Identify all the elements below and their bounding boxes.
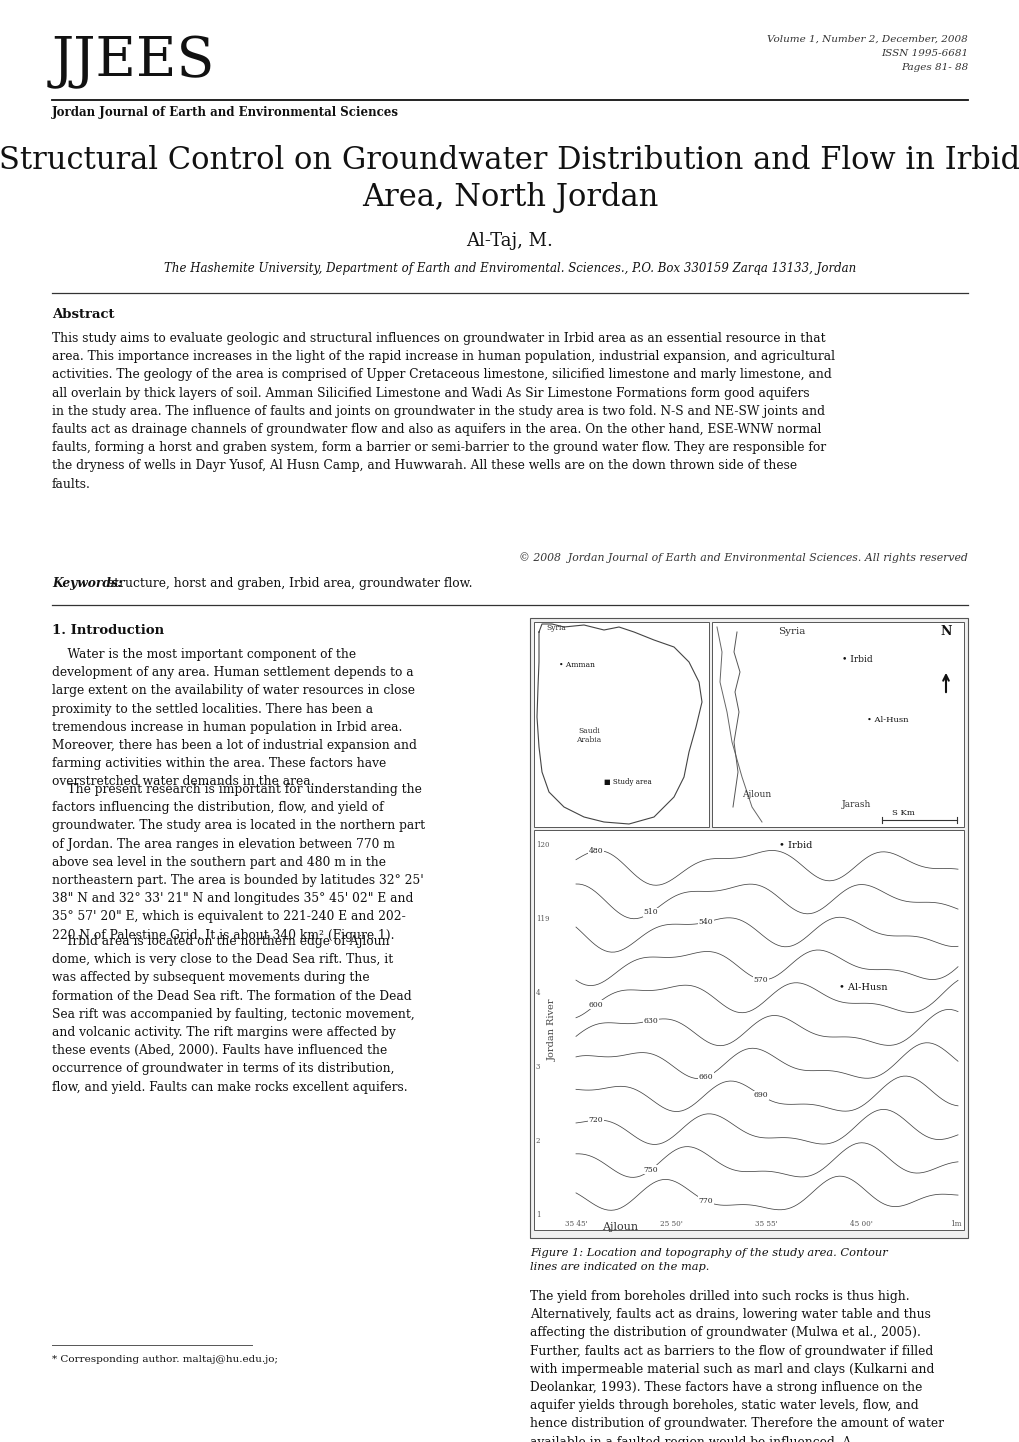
Text: • Al-Husn: • Al-Husn (839, 983, 887, 992)
Bar (534, 831, 963, 1230)
Text: 660: 660 (698, 1073, 712, 1082)
Text: structure, horst and graben, Irbid area, groundwater flow.: structure, horst and graben, Irbid area,… (104, 577, 472, 590)
Text: 45 00': 45 00' (849, 1220, 871, 1229)
Text: 25 50': 25 50' (659, 1220, 682, 1229)
Text: • Amman: • Amman (558, 660, 594, 669)
Text: ■ Study area: ■ Study area (603, 779, 651, 786)
Text: 770: 770 (698, 1197, 712, 1206)
Text: Figure 1: Location and topography of the study area. Contour
lines are indicated: Figure 1: Location and topography of the… (530, 1247, 887, 1272)
Text: 35 45': 35 45' (565, 1220, 587, 1229)
Text: The Hashemite University, Department of Earth and Enviromental. Sciences., P.O. : The Hashemite University, Department of … (164, 262, 855, 275)
Text: JJEES: JJEES (52, 35, 215, 89)
Text: 1. Introduction: 1. Introduction (52, 624, 164, 637)
Text: * Corresponding author. maltaj@hu.edu.jo;: * Corresponding author. maltaj@hu.edu.jo… (52, 1355, 278, 1364)
Text: N: N (940, 624, 951, 637)
Text: The present research is important for understanding the
factors influencing the : The present research is important for un… (52, 783, 425, 942)
Text: Al-Taj, M.: Al-Taj, M. (466, 232, 553, 249)
Text: • Irbid: • Irbid (841, 655, 872, 663)
Bar (530, 619, 967, 1239)
Text: This study aims to evaluate geologic and structural influences on groundwater in: This study aims to evaluate geologic and… (52, 332, 835, 490)
Bar (534, 622, 708, 828)
Text: 2: 2 (535, 1136, 540, 1145)
Text: Syria: Syria (545, 624, 566, 632)
Text: Syria: Syria (777, 627, 805, 636)
Text: Structural Control on Groundwater Distribution and Flow in Irbid
Area, North Jor: Structural Control on Groundwater Distri… (0, 146, 1019, 213)
Text: Irbid area is located on the northern edge of Ajloun
dome, which is very close t: Irbid area is located on the northern ed… (52, 934, 415, 1093)
Text: 720: 720 (588, 1116, 602, 1125)
Text: 1: 1 (535, 1211, 540, 1218)
Text: 35 55': 35 55' (754, 1220, 776, 1229)
Text: Abstract: Abstract (52, 309, 114, 322)
Text: 3: 3 (535, 1063, 540, 1071)
Text: © 2008  Jordan Journal of Earth and Environmental Sciences. All rights reserved: © 2008 Jordan Journal of Earth and Envir… (519, 552, 967, 562)
Text: • Irbid: • Irbid (779, 841, 811, 849)
Bar (711, 622, 963, 828)
Text: The yield from boreholes drilled into such rocks is thus high.
Alternatively, fa: The yield from boreholes drilled into su… (530, 1291, 943, 1442)
Text: Volume 1, Number 2, December, 2008
ISSN 1995-6681
Pages 81- 88: Volume 1, Number 2, December, 2008 ISSN … (766, 35, 967, 72)
Text: 750: 750 (643, 1165, 657, 1174)
Text: 510: 510 (643, 908, 657, 917)
Text: 570: 570 (753, 976, 767, 983)
Text: Jordan Journal of Earth and Environmental Sciences: Jordan Journal of Earth and Environmenta… (52, 107, 398, 120)
Text: 120: 120 (535, 841, 549, 849)
Text: 119: 119 (535, 916, 549, 923)
Text: S Km: S Km (892, 809, 914, 818)
Text: 600: 600 (588, 1001, 602, 1008)
Text: 690: 690 (753, 1092, 767, 1099)
Text: Ajloun: Ajloun (741, 790, 770, 799)
Text: Water is the most important component of the
development of any area. Human sett: Water is the most important component of… (52, 647, 417, 789)
Text: Jordan River: Jordan River (547, 999, 556, 1061)
Text: 4: 4 (535, 989, 540, 996)
Text: • Al-Husn: • Al-Husn (866, 717, 908, 724)
Text: 540: 540 (698, 919, 712, 926)
Text: Saudi
Arabia: Saudi Arabia (576, 727, 601, 744)
Text: Jarash: Jarash (841, 800, 870, 809)
Text: 1m: 1m (950, 1220, 961, 1229)
Text: 630: 630 (643, 1017, 657, 1024)
Text: Keywords:: Keywords: (52, 577, 122, 590)
Text: Ajloun: Ajloun (601, 1221, 638, 1231)
Text: 480: 480 (588, 846, 602, 855)
